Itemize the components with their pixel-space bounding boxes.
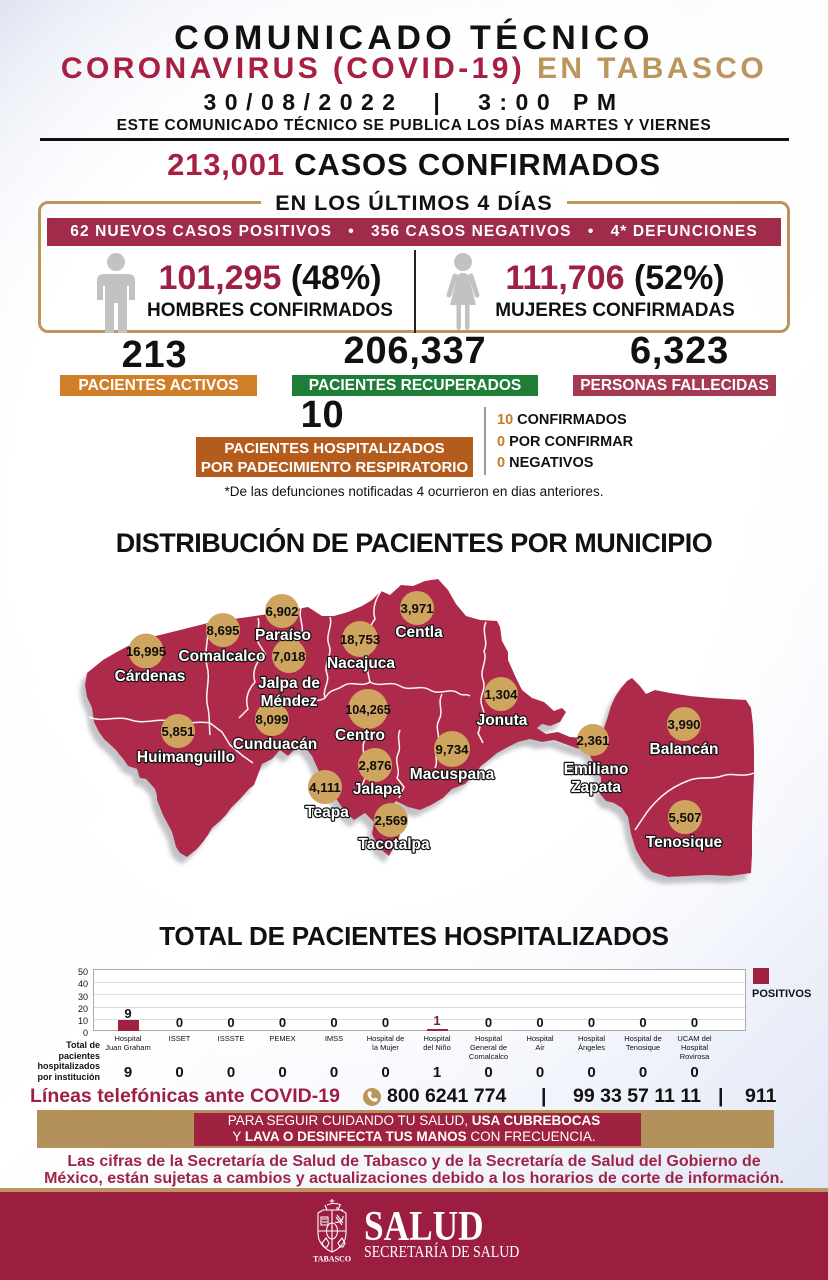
- svg-text:Paraíso: Paraíso: [255, 627, 311, 644]
- svg-text:Comalcalco: Comalcalco: [178, 648, 265, 665]
- svg-text:Jalapa: Jalapa: [353, 781, 402, 798]
- svg-text:6,902: 6,902: [265, 604, 298, 619]
- svg-text:4,111: 4,111: [309, 780, 341, 795]
- svg-text:Nacajuca: Nacajuca: [327, 655, 395, 672]
- svg-text:16,995: 16,995: [126, 644, 166, 659]
- svg-text:Teapa: Teapa: [305, 804, 349, 821]
- svg-text:2,569: 2,569: [374, 813, 407, 828]
- svg-text:Zapata: Zapata: [571, 779, 621, 796]
- svg-text:Macuspana: Macuspana: [410, 766, 495, 783]
- svg-text:8,695: 8,695: [206, 623, 239, 638]
- svg-text:Jonuta: Jonuta: [477, 712, 528, 729]
- svg-text:Huimanguillo: Huimanguillo: [137, 749, 235, 766]
- svg-text:Emiliano: Emiliano: [564, 761, 629, 778]
- svg-text:Balancán: Balancán: [650, 741, 719, 758]
- svg-text:2,361: 2,361: [576, 733, 609, 748]
- svg-text:Cunduacán: Cunduacán: [233, 736, 317, 753]
- svg-text:3,990: 3,990: [667, 717, 700, 732]
- svg-text:1,304: 1,304: [484, 687, 518, 702]
- svg-text:9,734: 9,734: [435, 742, 469, 757]
- svg-text:104,265: 104,265: [345, 703, 391, 717]
- svg-text:Méndez: Méndez: [261, 693, 318, 710]
- svg-text:8,099: 8,099: [255, 712, 288, 727]
- svg-text:Cárdenas: Cárdenas: [115, 668, 186, 685]
- svg-text:5,507: 5,507: [668, 810, 701, 825]
- svg-text:5,851: 5,851: [161, 724, 194, 739]
- svg-text:2,876: 2,876: [358, 758, 391, 773]
- svg-text:3,971: 3,971: [400, 601, 433, 616]
- svg-text:18,753: 18,753: [340, 632, 380, 647]
- svg-text:Tenosique: Tenosique: [646, 834, 723, 851]
- svg-text:TABASCO: TABASCO: [313, 1255, 351, 1264]
- svg-text:7,018: 7,018: [272, 649, 305, 664]
- svg-text:Tacotalpa: Tacotalpa: [358, 836, 430, 853]
- svg-text:Centla: Centla: [395, 624, 443, 641]
- svg-text:Centro: Centro: [335, 727, 385, 744]
- svg-text:Jalpa de: Jalpa de: [258, 675, 320, 692]
